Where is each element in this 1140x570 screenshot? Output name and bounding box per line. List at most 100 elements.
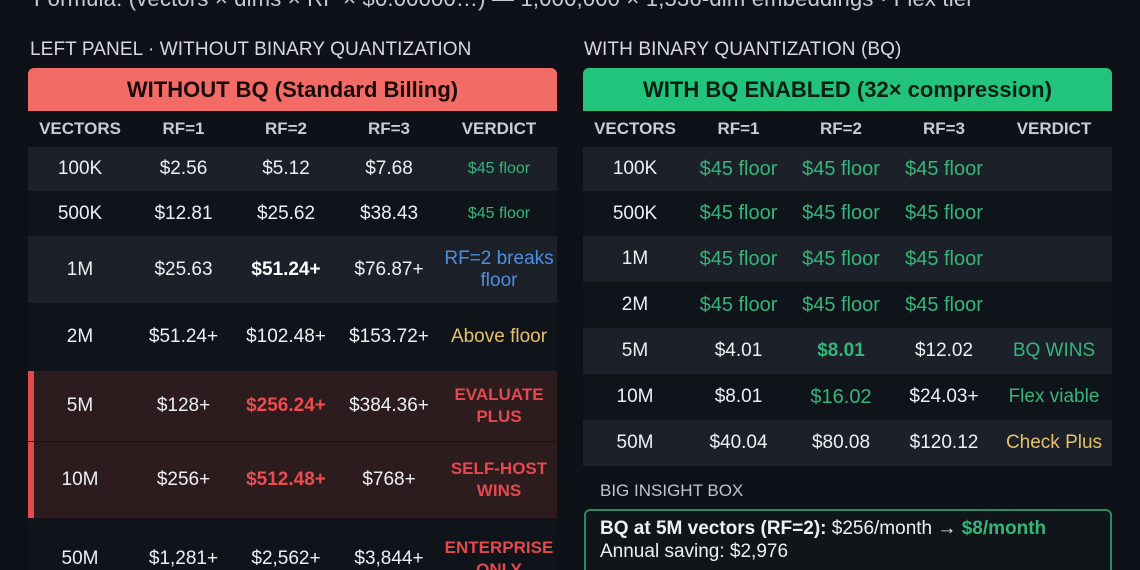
table-row: 2M $45 floor $45 floor $45 floor [583, 282, 1112, 328]
cell-rf1: $45 floor [699, 202, 778, 224]
cell-rf2: $512.48+ [246, 469, 326, 490]
cell-verdict: $45 floor [467, 160, 531, 177]
insight-annual-saving: Annual saving: $2,976 [600, 541, 789, 562]
table-row: 500K $12.81 $25.62 $38.43 $45 floor [28, 191, 557, 236]
cell-rf2: $25.62 [256, 202, 316, 224]
cell-rf3: $12.02 [914, 340, 974, 361]
table-body: 100K $45 floor $45 floor $45 floor 500K … [583, 147, 1112, 466]
cell-verdict: BQ WINS [1012, 340, 1096, 361]
cell-rf1: $45 floor [699, 247, 778, 270]
cell-rf1: $25.63 [154, 258, 213, 280]
section-label-left: LEFT PANEL · WITHOUT BINARY QUANTIZATION [30, 39, 472, 60]
cell-verdict: $45 floor [467, 204, 531, 222]
table-row: 1M $45 floor $45 floor $45 floor [583, 236, 1112, 282]
insight-label: BIG INSIGHT BOX [600, 481, 744, 500]
cell-rf3: $384.36+ [349, 395, 429, 416]
banner-with-bq: WITH BQ ENABLED (32× compression) [583, 68, 1112, 111]
col-vectors: VECTORS [594, 119, 676, 138]
formula-caption: Formula: (vectors × dims × RF × $0.00000… [34, 0, 974, 12]
col-vectors: VECTORS [39, 119, 121, 138]
cell-rf2: $8.01 [817, 340, 865, 361]
cell-rf3: $45 floor [905, 202, 983, 224]
table-row: 500K $45 floor $45 floor $45 floor [583, 191, 1112, 236]
cell-rf2: $45 floor [802, 202, 880, 224]
cell-rf1: $128+ [156, 395, 211, 416]
cell-vectors: 1M [66, 258, 94, 280]
cell-rf2: $2,562+ [251, 548, 321, 569]
cell-rf2: $16.02 [810, 385, 872, 408]
cell-vectors: 1M [621, 248, 649, 269]
cell-vectors: 10M [616, 386, 654, 407]
cell-rf2: $256.24+ [246, 395, 326, 416]
panel-with-bq: WITH BINARY QUANTIZATION (BQ) WITH BQ EN… [583, 36, 1112, 466]
cell-rf2: $51.24+ [251, 258, 321, 280]
cell-verdict: RF=2 breaks floor [444, 247, 554, 291]
cell-rf3: $153.72+ [349, 326, 429, 347]
cell-rf3: $76.87+ [354, 258, 424, 280]
insight-headline: BQ at 5M vectors (RF=2): $256/month → $8… [600, 518, 1096, 540]
col-rf1: RF=1 [717, 119, 760, 138]
cell-vectors: 50M [616, 432, 654, 453]
cell-vectors: 2M [66, 326, 94, 347]
table-row: 50M $40.04 $80.08 $120.12 Check Plus [583, 420, 1112, 466]
table-row: 10M $8.01 $16.02 $24.03+ Flex viable [583, 374, 1112, 420]
table-row-highlighted: 10M $256+ $512.48+ $768+ SELF-HOST WINS [28, 442, 557, 519]
cell-rf3: $3,844+ [354, 548, 424, 569]
cell-rf1: $45 floor [699, 157, 778, 180]
table-header: VECTORS RF=1 RF=2 RF=3 VERDICT [583, 111, 1112, 147]
cell-rf3: $768+ [362, 469, 416, 490]
cell-rf1: $4.01 [714, 340, 763, 361]
cell-vectors: 50M [61, 548, 99, 569]
cell-vectors: 100K [612, 158, 658, 179]
cell-rf2: $45 floor [802, 247, 880, 270]
cell-vectors: 500K [612, 202, 658, 224]
cell-verdict: EVALUATE PLUS [454, 385, 544, 426]
cell-rf1: $40.04 [709, 432, 768, 453]
table-row-highlighted: 5M $128+ $256.24+ $384.36+ EVALUATE PLUS [28, 371, 557, 442]
col-rf1: RF=1 [162, 119, 205, 138]
cell-rf2: $45 floor [802, 293, 880, 316]
col-rf2: RF=2 [264, 119, 308, 138]
cell-rf3: $45 floor [905, 293, 983, 316]
cell-verdict: Flex viable [1008, 386, 1100, 407]
table-header: VECTORS RF=1 RF=2 RF=3 VERDICT [28, 111, 557, 147]
table-row: 2M $51.24+ $102.48+ $153.72+ Above floor [28, 303, 557, 371]
banner-without-bq: WITHOUT BQ (Standard Billing) [28, 68, 557, 111]
cell-rf3: $24.03+ [909, 386, 979, 407]
cell-vectors: 5M [621, 340, 649, 361]
panel-without-bq: LEFT PANEL · WITHOUT BINARY QUANTIZATION… [28, 36, 557, 570]
cell-rf2: $102.48+ [246, 326, 326, 347]
insight-prefix: BQ at 5M vectors (RF=2): [600, 518, 827, 539]
col-verdict: VERDICT [461, 119, 537, 138]
col-rf3: RF=3 [922, 119, 966, 138]
table-body: 100K $2.56 $5.12 $7.68 $45 floor 500K $1… [28, 147, 557, 570]
cell-verdict: Above floor [450, 326, 548, 347]
cell-rf1: $51.24+ [148, 326, 219, 347]
cell-rf2: $5.12 [262, 158, 310, 179]
cell-verdict: SELF-HOST WINS [450, 459, 548, 500]
cell-rf1: $45 floor [699, 293, 778, 316]
cell-rf1: $12.81 [154, 202, 213, 224]
cell-rf2: $80.08 [811, 432, 871, 453]
cell-vectors: 10M [61, 469, 99, 490]
cell-vectors: 500K [57, 202, 103, 224]
table-row: 5M $4.01 $8.01 $12.02 BQ WINS [583, 328, 1112, 374]
section-label-right: WITH BINARY QUANTIZATION (BQ) [584, 39, 902, 60]
cell-vectors: 5M [66, 395, 94, 416]
cell-rf3: $7.68 [365, 158, 413, 179]
cell-rf3: $38.43 [359, 202, 419, 224]
table-row: 100K $2.56 $5.12 $7.68 $45 floor [28, 147, 557, 191]
cell-vectors: 2M [621, 294, 649, 315]
col-rf3: RF=3 [367, 119, 411, 138]
cell-rf2: $45 floor [802, 157, 880, 180]
cell-rf3: $45 floor [905, 157, 983, 180]
table-row: 1M $25.63 $51.24+ $76.87+ RF=2 breaks fl… [28, 236, 557, 303]
cell-rf3: $45 floor [905, 247, 983, 270]
cell-verdict: ENTERPRISE ONLY [444, 538, 554, 570]
insight-from: $256/month → [831, 518, 957, 539]
table-row: 50M $1,281+ $2,562+ $3,844+ ENTERPRISE O… [28, 519, 557, 570]
col-rf2: RF=2 [819, 119, 863, 138]
cell-vectors: 100K [57, 158, 103, 179]
insight-box: BQ at 5M vectors (RF=2): $256/month → $8… [584, 509, 1112, 570]
table-row: 100K $45 floor $45 floor $45 floor [583, 147, 1112, 191]
